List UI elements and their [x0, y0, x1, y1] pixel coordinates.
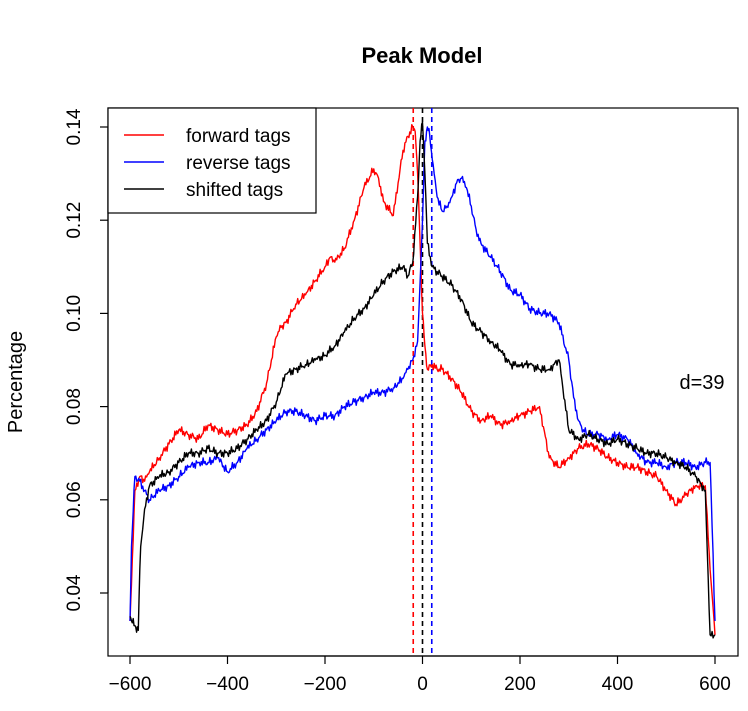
x-tick-label: −200 [304, 674, 347, 695]
d-annotation: d=39 [679, 372, 724, 394]
chart-title: Peak Model [361, 43, 482, 68]
legend-box [107, 107, 317, 214]
y-tick-label: 0.08 [64, 388, 85, 425]
legend-label: reverse tags [186, 153, 291, 174]
x-axis: −600 −400 −200 0 200 400 600 [109, 655, 731, 695]
y-axis: 0.04 0.06 0.08 0.10 0.12 0.14 [64, 108, 109, 611]
series-line-forward-tags [129, 124, 716, 635]
x-tick-label: −600 [109, 674, 152, 695]
y-tick-label: 0.06 [64, 481, 85, 518]
x-tick-label: 0 [417, 674, 428, 695]
legend: forward tags reverse tags shifted tags [107, 107, 317, 214]
y-tick-label: 0.12 [64, 202, 85, 239]
series-line-shifted-tags [129, 121, 716, 639]
x-tick-label: 600 [699, 674, 731, 695]
series-lines [129, 121, 716, 639]
series-line-reverse-tags [129, 126, 716, 622]
x-tick-label: −400 [206, 674, 249, 695]
legend-label: shifted tags [186, 180, 283, 201]
x-tick-label: 200 [504, 674, 536, 695]
legend-label: forward tags [186, 126, 291, 147]
y-tick-label: 0.10 [64, 295, 85, 332]
x-tick-label: 400 [602, 674, 634, 695]
reference-lines [412, 108, 433, 656]
y-tick-label: 0.14 [64, 108, 85, 145]
y-tick-label: 0.04 [64, 574, 85, 611]
y-axis-label: Percentage [5, 331, 27, 433]
